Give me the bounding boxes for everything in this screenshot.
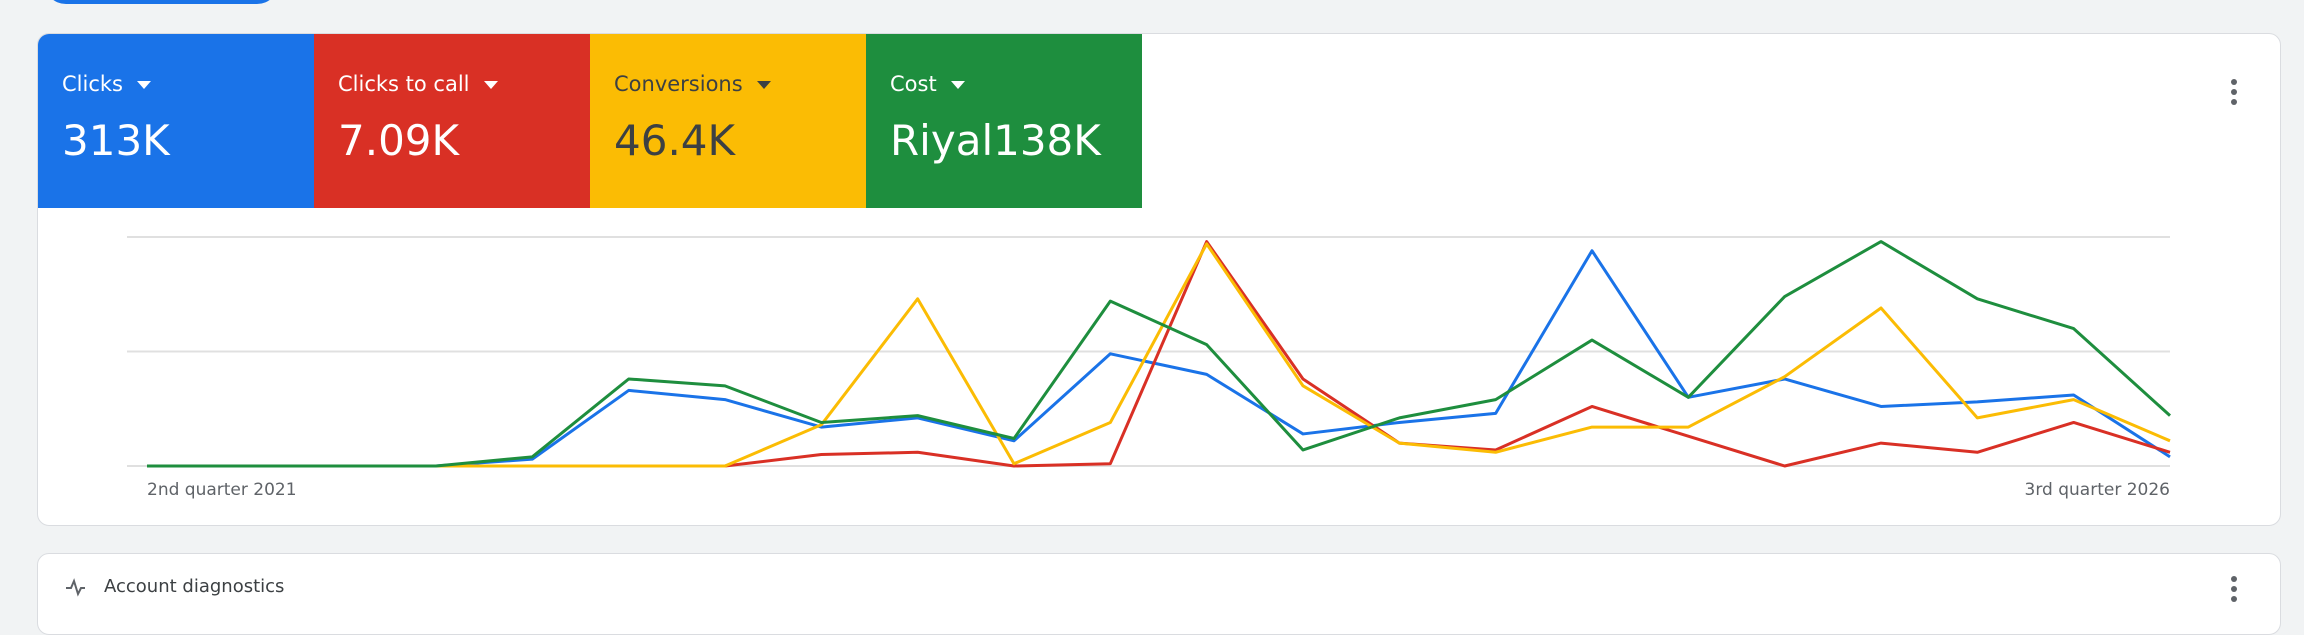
metric-tile[interactable]: Clicks 313K: [38, 34, 314, 208]
chart: 2nd quarter 2021 3rd quarter 2026: [127, 236, 2172, 500]
metric-label: Clicks: [62, 72, 290, 96]
metric-label: Conversions: [614, 72, 842, 96]
metric-value: 7.09K: [338, 116, 460, 165]
metric-value: 313K: [62, 116, 170, 165]
series-line: [147, 242, 2171, 468]
metric-tile[interactable]: Cost Riyal138K: [866, 34, 1142, 208]
series-line: [147, 249, 2171, 468]
series-line: [147, 240, 2171, 468]
metric-tile[interactable]: Clicks to call 7.09K: [314, 34, 590, 208]
metric-label: Clicks to call: [338, 72, 566, 96]
metric-value: Riyal138K: [890, 116, 1101, 165]
series-line: [147, 240, 2172, 468]
metric-value: 46.4K: [614, 116, 736, 165]
diagnostics-icon: [66, 578, 85, 597]
overview-card: Clicks 313K Clicks to call 7.09K Conversions…: [37, 33, 2281, 526]
top-button[interactable]: [44, 0, 279, 4]
metric-label: Cost: [890, 72, 1118, 96]
metric-tile[interactable]: Conversions 46.4K: [590, 34, 866, 208]
x-tick-label: 2nd quarter 2021: [147, 480, 297, 500]
more-menu[interactable]: [2231, 79, 2237, 109]
x-tick-label: 3rd quarter 2026: [2025, 480, 2170, 500]
page: Clicks 313K Clicks to call 7.09K Conversions…: [0, 0, 2304, 590]
